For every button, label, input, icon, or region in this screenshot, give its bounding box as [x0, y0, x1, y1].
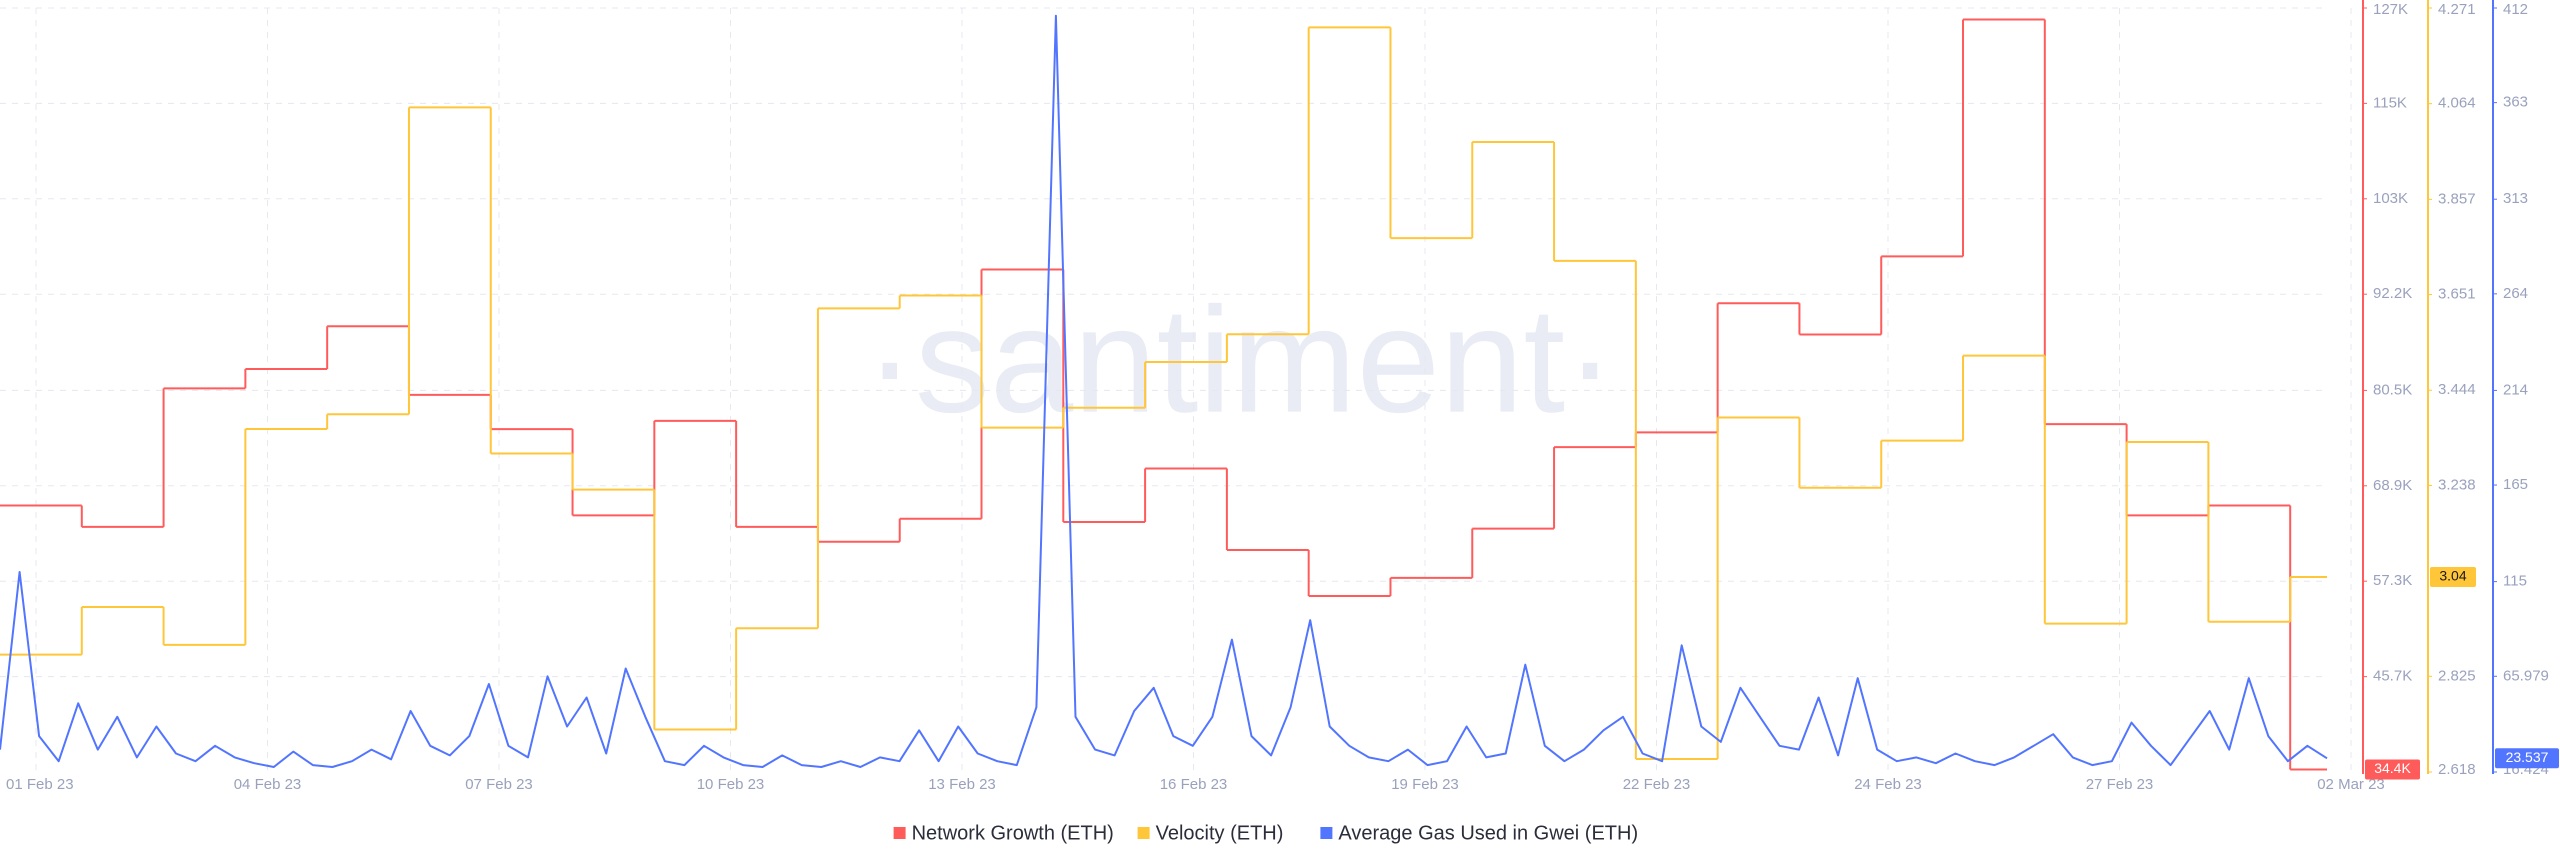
badge-bg	[2430, 566, 2476, 587]
x-tick-label: 10 Feb 23	[697, 776, 765, 793]
x-tick-label: 16 Feb 23	[1160, 776, 1228, 793]
badge-bg	[2495, 748, 2559, 769]
y-tick-label: 3.651	[2438, 286, 2476, 303]
watermark: ·santiment·	[865, 276, 1615, 444]
y-tick-label: 412	[2503, 1, 2528, 18]
y-tick-label: 115	[2503, 573, 2527, 590]
legend-label: Average Gas Used in Gwei (ETH)	[1338, 822, 1638, 844]
y-tick-label: 3.238	[2438, 476, 2476, 493]
y-tick-label: 2.825	[2438, 667, 2476, 684]
y-tick-label: 363	[2503, 94, 2528, 111]
x-tick-label: 24 Feb 23	[1854, 776, 1922, 793]
legend-swatch	[893, 827, 906, 839]
y-tick-label: 115K	[2373, 94, 2407, 111]
badge-text: 23.537	[2506, 749, 2549, 765]
value-badge: 34.4K	[2365, 759, 2420, 780]
y-tick-label: 4.064	[2438, 95, 2476, 112]
badge-text: 34.4K	[2374, 760, 2411, 776]
y-tick-label: 165	[2503, 476, 2528, 493]
x-tick-label: 22 Feb 23	[1623, 776, 1691, 793]
y-tick-label: 313	[2503, 190, 2528, 207]
value-badge: 23.537	[2495, 748, 2559, 769]
legend-label: Network Growth (ETH)	[912, 822, 1114, 844]
y-tick-label: 127K	[2373, 1, 2408, 18]
y-tick-label: 103K	[2373, 190, 2408, 207]
y-tick-label: 45.7K	[2373, 668, 2412, 685]
y-tick-label: 92.2K	[2373, 285, 2412, 302]
line	[0, 14, 2328, 768]
legend-label: Velocity (ETH)	[1156, 822, 1284, 844]
y-tick-label: 80.5K	[2373, 381, 2412, 398]
series	[0, 26, 2327, 761]
y-tick-label: 65.979	[2503, 667, 2549, 684]
y-tick-label: 264	[2503, 285, 2528, 302]
y-tick-label: 3.857	[2438, 190, 2476, 207]
legend-swatch	[1320, 827, 1333, 839]
x-tick-label: 02 Mar 23	[2317, 776, 2385, 793]
x-tick-label: 04 Feb 23	[234, 776, 302, 793]
y-tick-label: 3.444	[2438, 381, 2476, 398]
x-tick-label: 19 Feb 23	[1391, 776, 1459, 793]
badge-bg	[2365, 759, 2420, 780]
x-tick-label: 01 Feb 23	[6, 776, 74, 793]
x-tick-label: 27 Feb 23	[2086, 776, 2154, 793]
y-tick-label: 57.3K	[2373, 572, 2412, 589]
y-tick-label: 68.9K	[2373, 477, 2412, 494]
x-tick-label: 07 Feb 23	[465, 776, 533, 793]
legend: Network Growth (ETH) Velocity (ETH) Averag…	[893, 822, 1638, 844]
badge-text: 3.04	[2439, 568, 2466, 584]
x-tick-label: 13 Feb 23	[928, 776, 996, 793]
y-tick-label: 214	[2503, 381, 2528, 398]
y-tick-label: 2.618	[2438, 761, 2476, 778]
legend-swatch	[1137, 827, 1150, 839]
value-badge: 3.04	[2430, 566, 2476, 587]
y-tick-label: 4.271	[2438, 1, 2476, 18]
